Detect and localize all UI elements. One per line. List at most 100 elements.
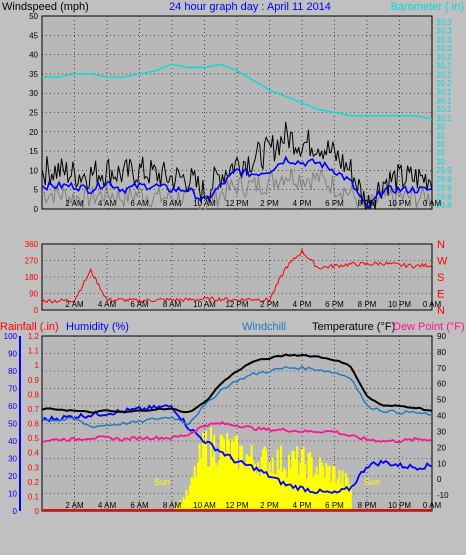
wind-y-tick: 10 [29, 166, 38, 175]
barometer-y-tick: 30 [436, 140, 445, 149]
x-tick-label: 6 PM [325, 199, 344, 208]
x-tick-label: 12 PM [225, 199, 248, 208]
humidity-y-tick: 10 [8, 490, 17, 499]
temperature-line [41, 353, 433, 414]
wind-y-tick: 25 [29, 109, 38, 118]
compass-label: S [437, 272, 444, 284]
x-tick-label: 12 PM [225, 501, 248, 510]
barometer-y-tick: 30.2 [436, 53, 452, 62]
direction-y-tick: 90 [29, 290, 38, 299]
rainfall-y-tick: 1.2 [28, 332, 40, 341]
direction-grid [42, 244, 432, 310]
humidity-y-tick: 100 [4, 332, 18, 341]
rainfall-y-tick: 0.5 [28, 434, 40, 443]
temperature-y-tick: 30 [437, 427, 446, 436]
x-tick-label: 4 AM [98, 300, 117, 309]
x-tick-label: 6 PM [325, 501, 344, 510]
direction-y-tick: 0 [34, 306, 39, 315]
temperature-y-tick: 70 [437, 364, 446, 373]
barometer-y-tick: 30.1 [436, 105, 452, 114]
barometer-y-tick: 29.9 [436, 175, 452, 184]
wind-y-tick: 20 [29, 128, 38, 137]
x-tick-label: 8 AM [163, 300, 182, 309]
x-tick-label: 2 PM [260, 501, 279, 510]
temperature-y-tick: 20 [437, 443, 446, 452]
chart-title: 24 hour graph day : April 11 2014 [169, 1, 331, 13]
rainfall-y-tick: 0.9 [28, 376, 40, 385]
x-tick-label: 10 PM [388, 199, 411, 208]
wind-y-tick: 40 [29, 51, 38, 60]
x-tick-label: 0 AM [423, 199, 442, 208]
humidity-y-tick: 50 [8, 420, 17, 429]
wind-average-line [41, 155, 433, 210]
dewpoint-axis-title: Dew Point (°F) [393, 321, 465, 333]
humidity-y-tick: 20 [8, 472, 17, 481]
x-tick-label: 12 PM [225, 300, 248, 309]
temperature-y-tick: 90 [437, 332, 446, 341]
rainfall-y-tick: 1.1 [28, 347, 40, 356]
x-tick-label: 6 AM [130, 199, 149, 208]
x-tick-label: 2 PM [260, 300, 279, 309]
wind-low-line [41, 168, 433, 210]
humidity-y-tick: 70 [8, 385, 17, 394]
barometer-line [42, 63, 433, 120]
wind-y-tick: 30 [29, 89, 38, 98]
windchill-axis-title: Windchill [242, 321, 286, 333]
compass-label: W [437, 256, 448, 268]
x-tick-label: 2 AM [65, 199, 84, 208]
sunrise-label: Sun [154, 477, 170, 487]
rainfall-y-tick: 0 [35, 507, 40, 516]
barometer-y-tick: 29.9 [436, 192, 452, 201]
x-tick-label: 4 PM [293, 300, 312, 309]
wind-ticks: 0510152025303540455029.829.929.929.929.9… [29, 12, 452, 214]
barometer-y-tick: 29.9 [436, 166, 452, 175]
dewpoint-line [41, 421, 433, 443]
compass-label: E [437, 289, 444, 301]
x-tick-label: 10 PM [388, 300, 411, 309]
temperature-y-tick: 0 [437, 475, 442, 484]
barometer-y-tick: 30 [436, 123, 445, 132]
climate-series [41, 353, 433, 511]
rainfall-y-tick: 0.1 [28, 492, 40, 501]
rainfall-y-tick: 0.4 [28, 449, 40, 458]
x-tick-label: 10 PM [388, 501, 411, 510]
rainfall-y-tick: 1 [35, 361, 40, 370]
climate-grid [42, 336, 432, 511]
wind-series [41, 63, 433, 211]
x-tick-label: 8 AM [163, 199, 182, 208]
barometer-y-tick: 29.9 [436, 184, 452, 193]
x-tick-label: 6 AM [130, 300, 149, 309]
wind-direction-line [41, 248, 433, 304]
x-tick-label: 0 AM [423, 300, 442, 309]
x-tick-label: 4 PM [293, 199, 312, 208]
direction-y-tick: 360 [25, 240, 39, 249]
x-tick-label: 2 PM [260, 199, 279, 208]
x-tick-label: 8 AM [163, 501, 182, 510]
humidity-y-tick: 90 [8, 350, 17, 359]
barometer-y-tick: 30.3 [436, 44, 452, 53]
wind-y-tick: 45 [29, 31, 38, 40]
temperature-axis-title: Temperature (°F) [312, 321, 395, 333]
humidity-y-tick: 30 [8, 455, 17, 464]
humidity-y-tick: 40 [8, 437, 17, 446]
x-tick-label: 2 AM [65, 501, 84, 510]
temperature-y-tick: -10 [437, 491, 449, 500]
x-tick-label: 4 PM [293, 501, 312, 510]
humidity-y-tick: 80 [8, 367, 17, 376]
barometer-y-tick: 30 [436, 131, 445, 140]
temperature-y-tick: 60 [437, 380, 446, 389]
wind-y-tick: 5 [34, 186, 39, 195]
wind-y-tick: 50 [29, 12, 38, 21]
barometer-y-tick: 30 [436, 149, 445, 158]
rainfall-y-tick: 0.7 [28, 405, 40, 414]
wind-y-tick: 35 [29, 70, 38, 79]
rainfall-y-tick: 0.6 [28, 420, 40, 429]
humidity-axis-title: Humidity (%) [66, 321, 129, 333]
barometer-y-tick: 30.1 [436, 114, 452, 123]
x-tick-label: 10 AM [193, 300, 216, 309]
rainfall-y-tick: 0.2 [28, 478, 40, 487]
direction-y-tick: 270 [25, 257, 39, 266]
climate-ticks: 010203040506070809010000.10.20.30.40.50.… [4, 332, 449, 516]
